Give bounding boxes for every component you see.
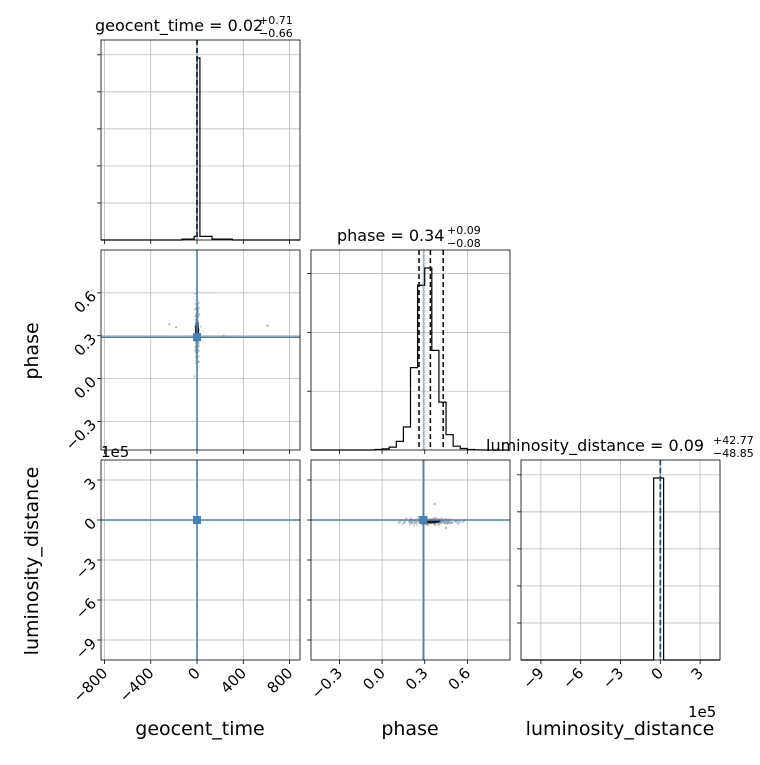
scatter-point xyxy=(408,521,412,524)
y-axis-label-phase: phase xyxy=(21,322,43,379)
tick-label-y: −3 xyxy=(72,554,100,582)
y-offset-text-luminosity-distance: 1e5 xyxy=(101,443,129,461)
tick-label-x: 800 xyxy=(263,664,296,697)
tick-label-x: 0 xyxy=(648,664,667,683)
scatter-point xyxy=(198,349,201,352)
histogram-steps xyxy=(101,57,300,241)
scatter-point xyxy=(266,324,269,327)
scatter-point xyxy=(404,520,407,523)
phase-title-sup: +0.09 xyxy=(447,224,481,237)
scatter-point xyxy=(199,325,202,328)
scatter-point xyxy=(446,520,449,523)
geocent-time-title-sup: +0.71 xyxy=(259,14,293,27)
geocent-time-title-main: geocent_time = 0.02 xyxy=(95,16,263,36)
truth-marker xyxy=(193,516,202,524)
tick-label-x: 3 xyxy=(687,664,706,683)
tick-label-y: 0.3 xyxy=(70,330,100,360)
tick-label-y: −9 xyxy=(72,634,100,662)
tick-label-x: −400 xyxy=(116,664,158,706)
scatter-point xyxy=(401,522,404,526)
tick-label-x: 0.0 xyxy=(359,664,389,694)
scatter-point xyxy=(444,521,447,525)
x-axis-label-geocent-time: geocent_time xyxy=(135,718,264,740)
scatter-point xyxy=(433,502,436,506)
tick-label-x: −9 xyxy=(519,664,547,692)
scatter-point xyxy=(439,522,442,525)
scatter-point xyxy=(444,526,448,530)
tick-label-x: 0 xyxy=(184,664,203,683)
phase-title-main: phase = 0.34 xyxy=(337,226,444,245)
phase-vs-luminosity-distance-panel: −0.3 0.0 0.3 0.6 xyxy=(307,459,511,703)
tick-label-x: −6 xyxy=(559,664,587,692)
geocent-time-histogram-panel xyxy=(97,39,301,244)
geocent-time-vs-phase-panel: −0.3 0.0 0.3 0.6 xyxy=(62,249,301,454)
phase-title-sub: −0.08 xyxy=(447,237,481,250)
scatter-point xyxy=(398,521,401,525)
luminosity-distance-title-sup: +42.77 xyxy=(713,434,754,447)
truth-marker xyxy=(193,333,202,342)
scatter-point xyxy=(446,522,450,525)
tick-label-x: −800 xyxy=(69,664,111,706)
tick-label-y: 0.6 xyxy=(70,287,100,317)
scatter-point xyxy=(168,323,171,326)
scatter-point xyxy=(405,517,408,520)
geocent-time-vs-luminosity-distance-panel: −800 −400 0 400 800 −9 −6 −3 0 3 xyxy=(69,459,301,706)
tick-label-x: −0.3 xyxy=(308,664,346,702)
panel-frame xyxy=(100,459,301,661)
tick-label-x: 400 xyxy=(217,664,250,697)
truth-marker xyxy=(419,516,428,524)
panel-frame xyxy=(310,459,511,661)
scatter-point xyxy=(433,517,436,520)
x-axis-label-phase: phase xyxy=(381,718,438,740)
tick-label-x: −3 xyxy=(599,664,627,692)
scatter-point xyxy=(197,301,200,305)
scatter-point xyxy=(408,523,411,526)
histogram-steps xyxy=(311,267,510,451)
scatter-point xyxy=(451,521,454,524)
x-offset-text-luminosity-distance: 1e5 xyxy=(688,703,716,721)
panel-frame xyxy=(520,459,721,661)
scatter-point xyxy=(425,523,429,526)
x-axis-label-luminosity-distance: luminosity_distance xyxy=(526,718,715,740)
luminosity-distance-histogram-panel: −9 −6 −3 0 3 xyxy=(517,459,721,692)
panel-frame xyxy=(100,249,301,451)
tick-label-y: 0 xyxy=(81,514,100,533)
scatter-point xyxy=(194,303,197,306)
tick-label-y: 3 xyxy=(81,474,100,493)
scatter-point xyxy=(194,292,197,296)
scatter-point xyxy=(197,355,200,358)
geocent-time-title: geocent_time = 0.02 xyxy=(95,16,263,36)
panel-frame xyxy=(100,39,301,241)
tick-label-y: −0.3 xyxy=(62,416,100,454)
scatter-point xyxy=(194,345,197,349)
y-axis-label-luminosity-distance: luminosity_distance xyxy=(21,467,43,656)
scatter-point xyxy=(399,520,402,523)
tick-label-y: −6 xyxy=(72,594,100,622)
tick-label-x: 0.6 xyxy=(445,664,475,694)
scatter-point xyxy=(433,522,436,526)
luminosity-distance-title-main: luminosity_distance = 0.09 xyxy=(486,436,704,456)
geocent-time-title-sub: −0.66 xyxy=(259,27,293,40)
scatter-point xyxy=(415,523,418,527)
scatter-point xyxy=(193,375,196,378)
scatter-point xyxy=(440,520,443,523)
scatter-point xyxy=(417,516,420,519)
scatter-point xyxy=(412,524,415,527)
scatter-point xyxy=(461,521,464,524)
tick-label-y: 0.0 xyxy=(70,373,100,403)
panel-frame xyxy=(310,249,511,451)
luminosity-distance-title-sub: −48.85 xyxy=(713,447,754,460)
scatter-point xyxy=(175,325,178,329)
scatter-point xyxy=(222,334,225,337)
scatter-point xyxy=(413,520,416,524)
phase-histogram-panel xyxy=(307,249,511,454)
tick-label-x: 0.3 xyxy=(402,664,432,694)
